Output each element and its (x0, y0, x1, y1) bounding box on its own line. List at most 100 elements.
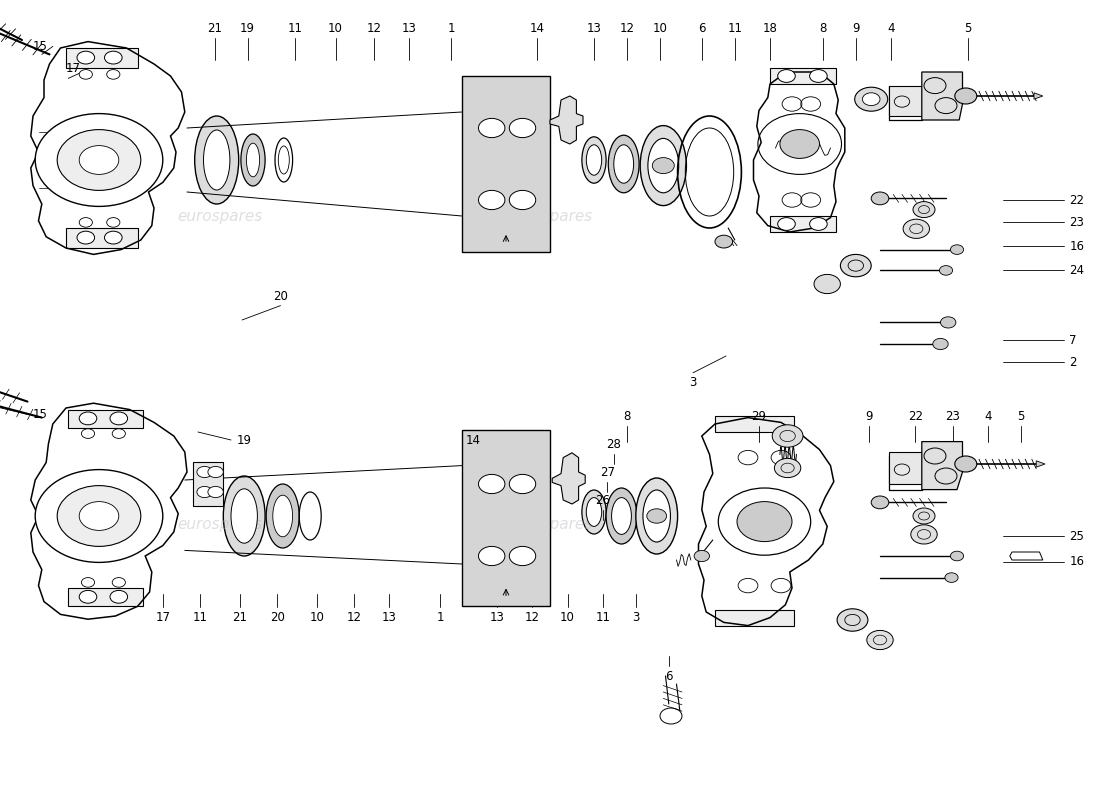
Ellipse shape (582, 490, 606, 534)
Text: 9: 9 (866, 410, 872, 422)
Text: 12: 12 (525, 611, 540, 624)
Circle shape (509, 118, 536, 138)
Text: 10: 10 (560, 611, 575, 624)
Circle shape (652, 158, 674, 174)
Text: 4: 4 (888, 22, 894, 34)
Text: eurospares: eurospares (507, 209, 593, 223)
Text: 8: 8 (820, 22, 826, 34)
Circle shape (208, 486, 223, 498)
Circle shape (208, 466, 223, 478)
Ellipse shape (606, 488, 637, 544)
Circle shape (837, 609, 868, 631)
Text: 3: 3 (690, 376, 696, 389)
Circle shape (840, 254, 871, 277)
Circle shape (112, 429, 125, 438)
Polygon shape (68, 588, 143, 606)
Circle shape (810, 218, 827, 230)
Text: 13: 13 (490, 611, 505, 624)
Ellipse shape (648, 138, 679, 193)
Text: 13: 13 (402, 22, 417, 34)
Text: 15: 15 (33, 408, 48, 421)
Circle shape (79, 590, 97, 603)
Text: 11: 11 (192, 611, 208, 624)
Circle shape (950, 245, 964, 254)
Text: 21: 21 (207, 22, 222, 34)
Text: 13: 13 (586, 22, 602, 34)
Circle shape (913, 508, 935, 524)
Circle shape (715, 235, 733, 248)
Ellipse shape (266, 484, 299, 548)
Circle shape (77, 231, 95, 244)
Bar (462, 76, 550, 252)
Circle shape (939, 266, 953, 275)
Bar (889, 452, 922, 484)
Text: 20: 20 (273, 290, 288, 302)
Text: 16: 16 (1069, 555, 1085, 568)
Text: 12: 12 (346, 611, 362, 624)
Circle shape (79, 146, 119, 174)
Circle shape (79, 502, 119, 530)
Polygon shape (770, 216, 836, 232)
Ellipse shape (614, 145, 634, 183)
Text: 16: 16 (1069, 240, 1085, 253)
Circle shape (737, 502, 792, 542)
Text: 26: 26 (595, 494, 610, 506)
Ellipse shape (246, 143, 260, 177)
Circle shape (77, 51, 95, 64)
Ellipse shape (642, 490, 670, 542)
Text: 2: 2 (1069, 356, 1077, 369)
Circle shape (57, 486, 141, 546)
Circle shape (780, 130, 820, 158)
Circle shape (774, 458, 801, 478)
Text: 10: 10 (652, 22, 668, 34)
Text: 9: 9 (852, 22, 859, 34)
Polygon shape (715, 610, 794, 626)
Text: 10: 10 (309, 611, 324, 624)
Circle shape (478, 190, 505, 210)
Text: 10: 10 (328, 22, 343, 34)
Text: 23: 23 (945, 410, 960, 422)
Text: 11: 11 (727, 22, 742, 34)
Polygon shape (68, 410, 143, 428)
Text: eurospares: eurospares (177, 209, 263, 223)
Circle shape (871, 496, 889, 509)
Circle shape (35, 470, 163, 562)
Text: 19: 19 (240, 22, 255, 34)
Text: 14: 14 (529, 22, 544, 34)
Circle shape (778, 70, 795, 82)
Ellipse shape (582, 137, 606, 183)
Circle shape (197, 486, 212, 498)
Text: 5: 5 (965, 22, 971, 34)
Text: 24: 24 (1069, 264, 1085, 277)
Ellipse shape (231, 489, 257, 543)
Ellipse shape (195, 116, 239, 204)
Circle shape (104, 231, 122, 244)
Ellipse shape (586, 145, 602, 175)
Circle shape (81, 429, 95, 438)
Bar (192, 462, 223, 506)
Text: 18: 18 (762, 22, 778, 34)
Circle shape (814, 274, 840, 294)
Text: 22: 22 (908, 410, 923, 422)
Circle shape (112, 578, 125, 587)
Text: 3: 3 (632, 611, 639, 624)
Text: 1: 1 (448, 22, 454, 34)
Text: 11: 11 (287, 22, 303, 34)
Ellipse shape (204, 130, 230, 190)
Circle shape (509, 546, 536, 566)
Ellipse shape (273, 495, 293, 537)
Circle shape (79, 412, 97, 425)
Text: 6: 6 (666, 670, 672, 682)
Circle shape (940, 317, 956, 328)
Circle shape (950, 551, 964, 561)
Text: 20: 20 (270, 611, 285, 624)
Circle shape (107, 218, 120, 227)
Circle shape (478, 474, 505, 494)
Text: 17: 17 (155, 611, 170, 624)
Text: 15: 15 (33, 40, 48, 53)
Circle shape (694, 550, 710, 562)
Circle shape (867, 630, 893, 650)
Ellipse shape (608, 135, 639, 193)
Circle shape (913, 202, 935, 218)
Text: 19: 19 (236, 434, 252, 446)
